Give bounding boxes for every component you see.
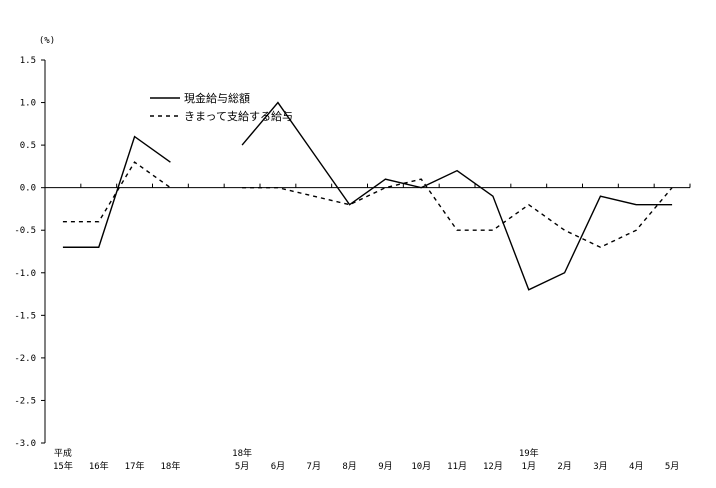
x-tick-label-top: 18年 (232, 447, 252, 459)
y-tick-label: -2.0 (14, 354, 36, 364)
y-tick-label: 0.0 (20, 184, 36, 194)
x-tick-label: 5月 (235, 461, 249, 472)
x-tick-label: 7月 (307, 461, 321, 472)
legend-label-1: 現金給与総額 (184, 91, 250, 105)
y-tick-label: 1.0 (20, 99, 36, 109)
y-tick-label: -2.5 (14, 396, 36, 406)
x-tick-label: 8月 (342, 461, 356, 472)
x-tick-label: 2月 (557, 461, 571, 472)
series-line-1 (241, 101, 673, 291)
y-tick-label: -0.5 (14, 226, 36, 236)
y-unit-label: (%) (39, 36, 55, 46)
x-tick-label: 4月 (629, 461, 643, 472)
x-tick-label: 11月 (447, 461, 467, 472)
x-tick-label: 18年 (160, 460, 180, 472)
x-tick-label: 3月 (593, 461, 607, 472)
series-line-2 (62, 161, 171, 223)
y-tick-label: -1.0 (14, 269, 36, 279)
x-tick-label-top: 平成 (54, 447, 72, 459)
x-tick-label: 1月 (522, 461, 536, 472)
y-tick-label: -3.0 (14, 439, 36, 449)
y-tick-label: 0.5 (20, 141, 36, 151)
series-line-2 (242, 178, 673, 249)
series-line-1 (62, 135, 171, 248)
x-tick-label: 6月 (271, 461, 285, 472)
x-tick-label-top: 19年 (519, 447, 539, 459)
y-tick-label: -1.5 (14, 311, 36, 321)
x-tick-label: 12月 (483, 461, 503, 472)
x-tick-label: 16年 (89, 460, 109, 472)
x-tick-label: 10月 (411, 461, 431, 472)
y-tick-label: 1.5 (20, 56, 36, 66)
x-tick-label: 9月 (378, 461, 392, 472)
x-tick-label: 17年 (125, 460, 145, 472)
x-tick-label: 5月 (665, 461, 679, 472)
x-tick-label: 15年 (53, 460, 73, 472)
legend-label-2: きまって支給する給与 (184, 109, 293, 123)
